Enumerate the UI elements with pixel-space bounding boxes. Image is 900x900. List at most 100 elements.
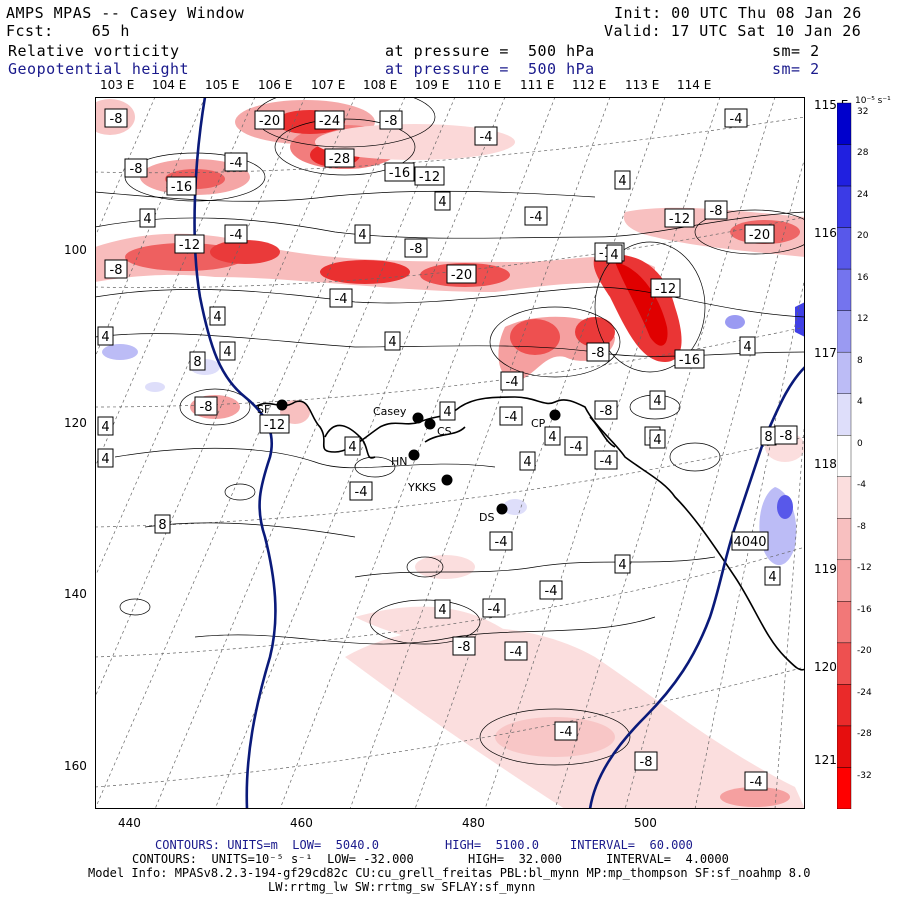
svg-text:-4: -4: [506, 375, 519, 390]
contour-label: 4: [344, 436, 361, 456]
coastline: [254, 396, 805, 671]
contour-label: 4: [614, 554, 631, 574]
contour-label: 4: [439, 401, 456, 421]
grid-y-label: 140: [64, 587, 87, 601]
svg-text:4: 4: [653, 433, 661, 448]
longitude-label: 114 E: [677, 78, 712, 92]
map-title: AMPS MPAS -- Casey Window: [6, 4, 245, 22]
longitude-label: 105 E: [205, 78, 240, 92]
svg-text:-20: -20: [749, 228, 770, 243]
colorbar-tick-label: 28: [857, 148, 869, 159]
height-contour-high: HIGH= 5100.0: [445, 838, 539, 852]
forecast-hour: Fcst: 65 h: [6, 22, 130, 40]
contour-label: -8: [586, 342, 610, 362]
svg-text:-4: -4: [560, 725, 573, 740]
contour-label: -12: [664, 208, 695, 228]
svg-text:-4: -4: [230, 156, 243, 171]
svg-text:-8: -8: [110, 263, 123, 278]
longitude-label: 109 E: [415, 78, 450, 92]
svg-text:-12: -12: [655, 282, 676, 297]
contour-label: 4: [649, 429, 666, 449]
svg-text:-4: -4: [230, 228, 243, 243]
colorbar-tick-label: -8: [857, 521, 866, 532]
station-label-cs: CS: [437, 425, 452, 438]
svg-text:4: 4: [348, 440, 356, 455]
svg-text:-20: -20: [451, 268, 472, 283]
longitude-label: 106 E: [258, 78, 293, 92]
contour-label: 4: [739, 336, 756, 356]
contour-label: -20: [254, 110, 285, 130]
valid-time: Valid: 17 UTC Sat 10 Jan 26: [604, 22, 862, 40]
contour-label: -4: [489, 531, 513, 551]
svg-text:-8: -8: [385, 114, 398, 129]
contour-label: -4: [554, 721, 578, 741]
colorbar-tick-label: -20: [857, 646, 872, 657]
contour-label: -8: [379, 110, 403, 130]
svg-text:4: 4: [143, 212, 151, 227]
svg-text:-12: -12: [179, 238, 200, 253]
contour-label: 4: [434, 191, 451, 211]
colorbar-tick-label: 0: [857, 438, 863, 449]
station-dot-cp: [549, 409, 561, 421]
svg-text:-8: -8: [710, 204, 723, 219]
svg-text:-12: -12: [419, 170, 440, 185]
contour-label: 4: [219, 341, 236, 361]
colorbar-tick-label: 32: [857, 106, 869, 117]
colorbar-swatch: [837, 435, 852, 477]
svg-text:4: 4: [743, 340, 751, 355]
svg-text:-4: -4: [335, 292, 348, 307]
contour-label: -8: [194, 396, 218, 416]
vorticity-contour-info: CONTOURS: UNITS=10⁻⁵ s⁻¹ LOW= -32.000: [132, 852, 414, 866]
station-dot-ykks: [441, 474, 453, 486]
contour-label: 4: [649, 390, 666, 410]
svg-text:4: 4: [443, 405, 451, 420]
contour-label: -4: [224, 224, 248, 244]
colorbar-tick-label: 12: [857, 314, 869, 325]
svg-text:-8: -8: [110, 112, 123, 127]
contour-label: -4: [564, 436, 588, 456]
contour-label: 8: [760, 426, 777, 446]
contour-label: 4: [209, 306, 226, 326]
colorbar-swatch: [837, 476, 852, 519]
contour-label: 4: [354, 224, 371, 244]
colorbar-tick-label: -24: [857, 687, 872, 698]
grid-y-label: 120: [64, 416, 87, 430]
contour-label: -8: [452, 636, 476, 656]
colorbar-tick-label: 16: [857, 272, 869, 283]
longitude-label: 113 E: [625, 78, 660, 92]
colorbar-swatch: [837, 227, 852, 270]
station-label-sf: SF: [257, 403, 270, 416]
contour-label: 4: [97, 416, 114, 436]
grid-x-label: 460: [290, 816, 313, 830]
colorbar-swatch: [837, 268, 852, 311]
colorbar-swatch: [837, 601, 852, 644]
colorbar-swatch: [837, 185, 852, 228]
contour-label: -16: [384, 162, 415, 182]
contour-label: -28: [324, 148, 355, 168]
contour-label: -8: [124, 158, 148, 178]
station-dot-cs: [424, 418, 436, 430]
contour-label: -4: [724, 108, 748, 128]
svg-text:4: 4: [610, 248, 618, 263]
longitude-label: 103 E: [100, 78, 135, 92]
height-contour-interval: INTERVAL= 60.000: [570, 838, 693, 852]
contour-label: 4040: [731, 531, 769, 551]
longitude-label: 112 E: [572, 78, 607, 92]
longitude-label: 107 E: [311, 78, 346, 92]
svg-text:4: 4: [101, 452, 109, 467]
svg-text:4: 4: [213, 310, 221, 325]
svg-text:-8: -8: [780, 429, 793, 444]
svg-text:-8: -8: [200, 400, 213, 415]
svg-text:-4: -4: [530, 210, 543, 225]
colorbar-tick-label: 8: [857, 355, 863, 366]
longitude-label: 104 E: [152, 78, 187, 92]
svg-text:-8: -8: [640, 755, 653, 770]
contour-label: 4: [519, 451, 536, 471]
svg-text:4: 4: [523, 455, 531, 470]
svg-text:4: 4: [768, 570, 776, 585]
contour-label: -20: [744, 224, 775, 244]
svg-text:-4: -4: [730, 112, 743, 127]
svg-text:-4: -4: [355, 485, 368, 500]
grid-x-label: 500: [634, 816, 657, 830]
colorbar-tick-label: -28: [857, 729, 872, 740]
